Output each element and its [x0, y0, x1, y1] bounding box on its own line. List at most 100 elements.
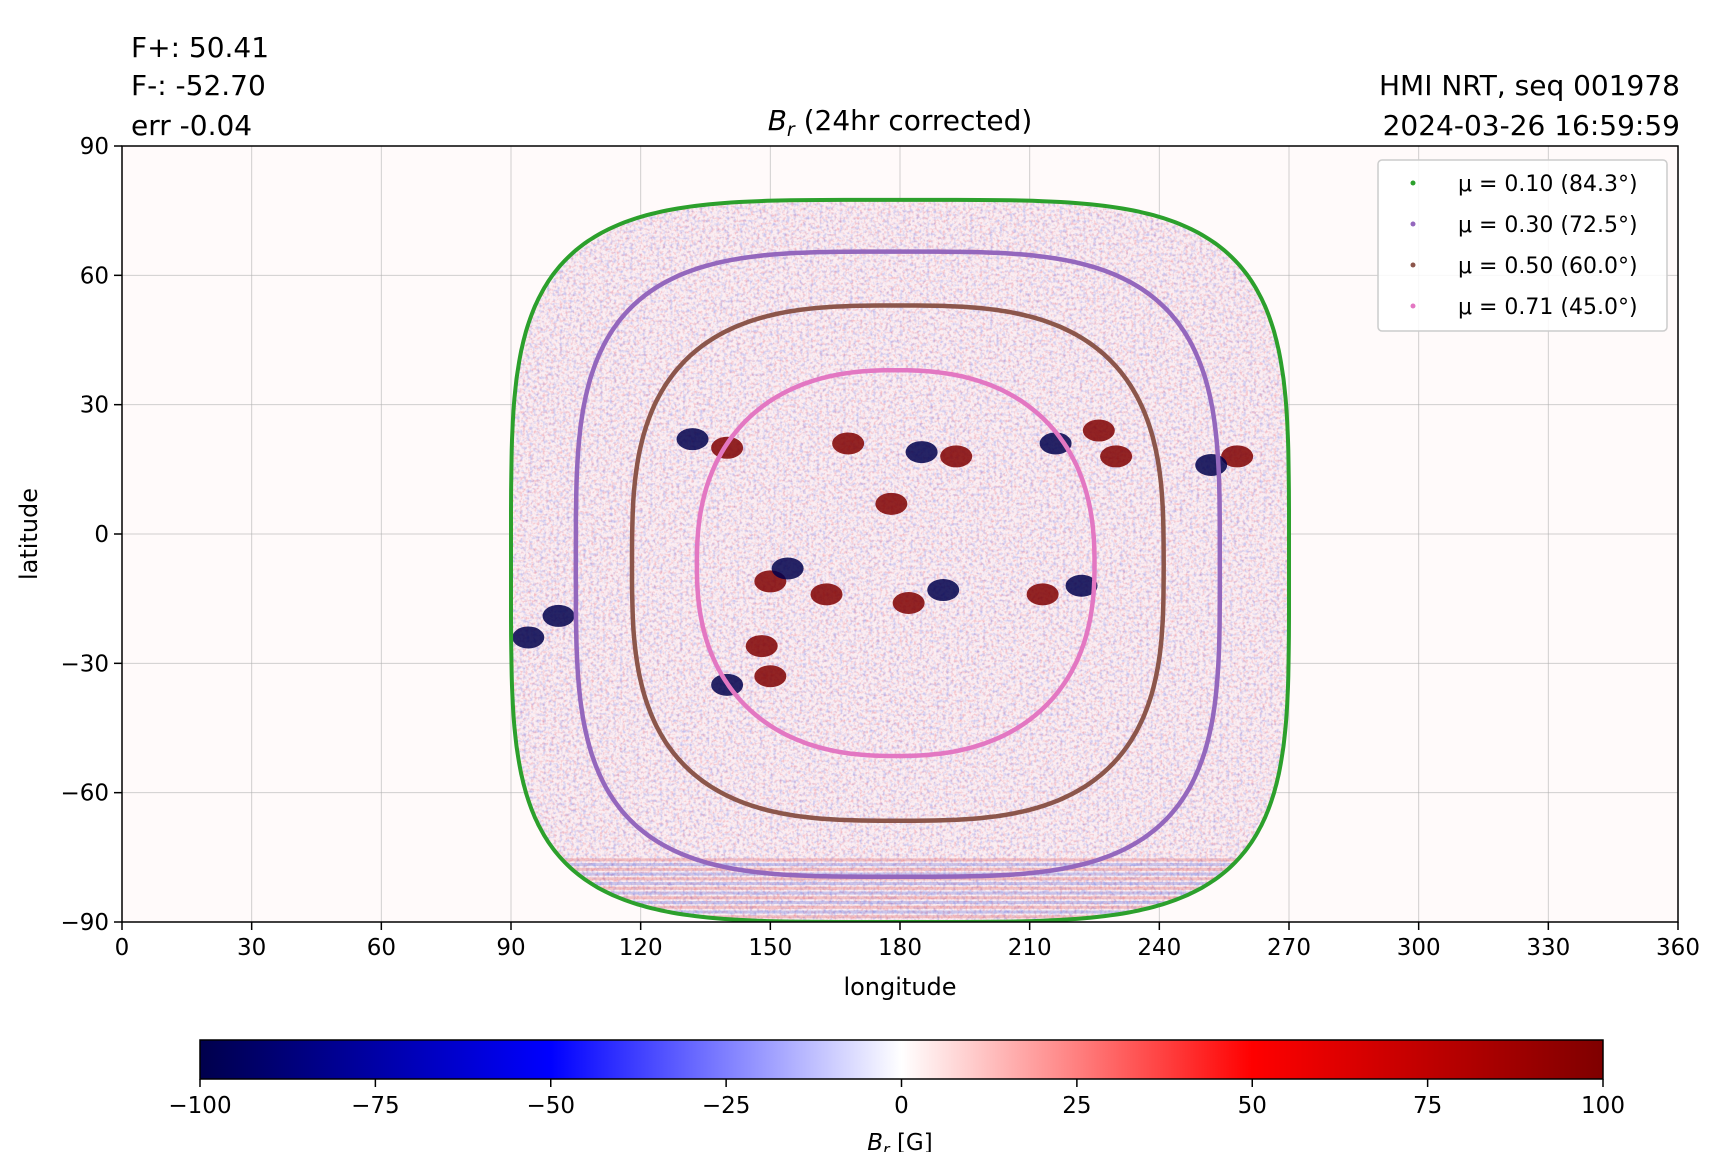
polar-stripe	[511, 896, 1289, 900]
colorbar-tick-label: 0	[894, 1093, 909, 1119]
legend-box	[1377, 159, 1668, 332]
active-region	[927, 579, 960, 602]
x-tick-label: 60	[367, 935, 396, 961]
x-tick-label: 270	[1267, 935, 1311, 961]
legend: μ = 0.10 (84.3°) μ = 0.30 (72.5°) μ = 0.50…	[1377, 159, 1668, 332]
disk-fill	[511, 199, 1289, 922]
active-region	[771, 557, 804, 580]
active-region	[1195, 454, 1228, 477]
active-region	[542, 604, 575, 627]
flux-error: err -0.04	[131, 109, 252, 142]
active-region	[1100, 445, 1133, 468]
title-subscript: r	[787, 119, 796, 141]
x-axis-label: longitude	[843, 973, 956, 1001]
mu-contour-line	[509, 197, 1291, 922]
active-region	[905, 441, 938, 464]
colorbar-tick-label: 50	[1238, 1093, 1267, 1119]
polar-stripe	[511, 886, 1289, 890]
x-tick-label: 300	[1397, 935, 1441, 961]
polar-stripe	[511, 863, 1289, 867]
negative-noise	[511, 199, 1289, 922]
y-tick-label: 60	[80, 263, 109, 289]
active-region	[1065, 574, 1098, 597]
active-region	[892, 591, 925, 614]
legend-label: μ = 0.71 (45.0°)	[1458, 295, 1638, 320]
active-region	[754, 665, 787, 688]
colorbar-subscript: r	[883, 1140, 891, 1152]
x-tick-label: 330	[1526, 935, 1570, 961]
polar-stripe	[511, 915, 1289, 919]
mu-contour-line	[694, 367, 1097, 759]
x-tick-label: 90	[496, 935, 525, 961]
y-tick-label: 0	[94, 522, 109, 548]
x-tick-label: 240	[1137, 935, 1181, 961]
magnetogram-disk	[511, 199, 1289, 922]
mu-contours	[509, 197, 1291, 922]
title-symbol: B	[768, 104, 787, 137]
polar-stripe	[511, 867, 1289, 871]
mu-contour-line	[573, 249, 1223, 879]
x-tick-label: 180	[878, 935, 922, 961]
polar-stripe	[511, 891, 1289, 895]
legend-marker	[1410, 180, 1416, 186]
legend-label: μ = 0.30 (72.5°)	[1458, 213, 1638, 238]
colorbar-unit: [G]	[897, 1130, 933, 1152]
y-axis-label: latitude	[15, 488, 43, 580]
polar-stripe	[511, 882, 1289, 886]
polar-stripe	[511, 910, 1289, 914]
active-region	[832, 432, 865, 455]
x-tick-label: 120	[619, 935, 663, 961]
polar-stripe	[511, 905, 1289, 909]
instrument-label: HMI NRT, seq 001978	[1379, 69, 1680, 102]
x-tick-label: 30	[237, 935, 266, 961]
legend-marker	[1410, 221, 1416, 227]
colorbar-ticks: −100 −75 −50 −25 0 25 50 75 100	[168, 1079, 1625, 1119]
polar-stripe	[511, 872, 1289, 876]
colorbar-tick-label: −75	[351, 1093, 400, 1119]
x-tick-label: 0	[115, 935, 130, 961]
flux-negative: F-: -52.70	[131, 69, 266, 102]
active-region	[512, 626, 545, 649]
active-region	[676, 428, 709, 451]
x-tick-label: 210	[1008, 935, 1052, 961]
colorbar-tick-label: −50	[526, 1093, 575, 1119]
active-region	[810, 583, 843, 606]
legend-label: μ = 0.10 (84.3°)	[1458, 172, 1638, 197]
colorbar-tick-label: −25	[702, 1093, 751, 1119]
active-region	[1221, 445, 1254, 468]
y-tick-label: −30	[60, 651, 109, 677]
y-tick-label: 30	[80, 393, 109, 419]
colorbar-tick-label: 75	[1413, 1093, 1442, 1119]
active-region	[1082, 419, 1115, 442]
colorbar-symbol: B	[867, 1130, 883, 1152]
flux-positive: F+: 50.41	[131, 31, 269, 64]
y-tick-label: −60	[60, 781, 109, 807]
timestamp: 2024-03-26 16:59:59	[1383, 109, 1680, 142]
y-axis-ticks: 90 60 30 0 −30 −60 −90	[60, 134, 122, 936]
active-region	[940, 445, 973, 468]
chart-title: Br (24hr corrected)	[768, 104, 1033, 141]
polar-stripe	[511, 901, 1289, 905]
x-axis-ticks: 0 30 60 90 120 150 180 210 240 270 300 330 360	[115, 922, 1700, 961]
colorbar-tick-label: 100	[1581, 1093, 1625, 1119]
legend-marker	[1410, 303, 1416, 309]
colorbar-label: Br [G]	[867, 1130, 932, 1152]
mu-contour-line	[629, 303, 1166, 823]
active-region	[745, 635, 778, 658]
x-tick-label: 150	[748, 935, 792, 961]
y-tick-label: 90	[80, 134, 109, 160]
active-region	[1026, 583, 1059, 606]
active-region	[1039, 432, 1072, 455]
y-tick-label: −90	[60, 910, 109, 936]
polar-stripe	[511, 858, 1289, 862]
title-text: (24hr corrected)	[804, 104, 1033, 137]
colorbar	[199, 1039, 1604, 1080]
colorbar-tick-label: 25	[1062, 1093, 1091, 1119]
colorbar-tick-label: −100	[168, 1093, 231, 1119]
active-region	[875, 492, 908, 515]
x-tick-label: 360	[1656, 935, 1700, 961]
legend-marker	[1410, 262, 1416, 268]
legend-label: μ = 0.50 (60.0°)	[1458, 254, 1638, 279]
